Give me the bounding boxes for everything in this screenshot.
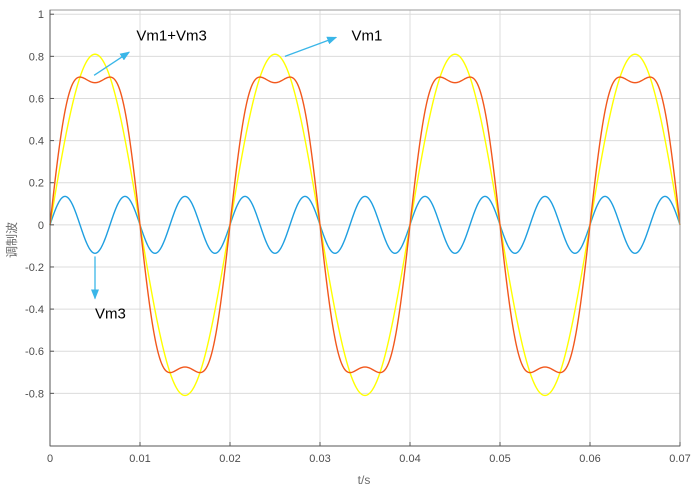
annotation-label: Vm1 bbox=[352, 27, 383, 44]
annotation-arrow bbox=[93, 51, 131, 76]
y-tick-label: 1 bbox=[38, 9, 44, 21]
axes bbox=[49, 9, 681, 447]
x-tick-label: 0.05 bbox=[489, 453, 510, 465]
y-tick-label: 0.2 bbox=[29, 178, 44, 190]
y-tick-label: -0.8 bbox=[25, 388, 44, 400]
y-axis-label: 调制波 bbox=[5, 222, 19, 258]
annotation-label: Vm1+Vm3 bbox=[136, 27, 206, 44]
series-line-vm3 bbox=[49, 195, 681, 254]
x-tick-label: 0.04 bbox=[399, 453, 420, 465]
y-tick-label: -0.4 bbox=[25, 304, 44, 316]
x-tick-label: 0.06 bbox=[579, 453, 600, 465]
x-tick-label: 0.03 bbox=[309, 453, 330, 465]
y-tick-label: 0.6 bbox=[29, 93, 44, 105]
series-layer bbox=[49, 53, 681, 397]
series-line-vm1 bbox=[49, 53, 681, 397]
x-tick-label: 0 bbox=[47, 453, 53, 465]
y-tick-label: 0 bbox=[38, 220, 44, 232]
plot-area bbox=[50, 10, 680, 446]
y-tick-label: -0.6 bbox=[25, 346, 44, 358]
series-line-vm13 bbox=[49, 76, 681, 374]
x-tick-label: 0.01 bbox=[129, 453, 150, 465]
x-tick-label: 0.07 bbox=[669, 453, 690, 465]
y-tick-label: 0.8 bbox=[29, 51, 44, 63]
annotation-arrow bbox=[284, 36, 338, 57]
annotation-label: Vm3 bbox=[95, 305, 126, 322]
x-tick-label: 0.02 bbox=[219, 453, 240, 465]
annotations: Vm1+Vm3 Vm1 Vm3 bbox=[91, 27, 383, 322]
y-tick-label: 0.4 bbox=[29, 136, 44, 148]
x-axis-label: t/s bbox=[358, 473, 371, 487]
y-tick-label: -0.2 bbox=[25, 262, 44, 274]
tick-labels: 0 0.01 0.02 0.03 0.04 0.05 0.06 0.07 -0.8 -0.6 -0.… bbox=[25, 9, 691, 465]
